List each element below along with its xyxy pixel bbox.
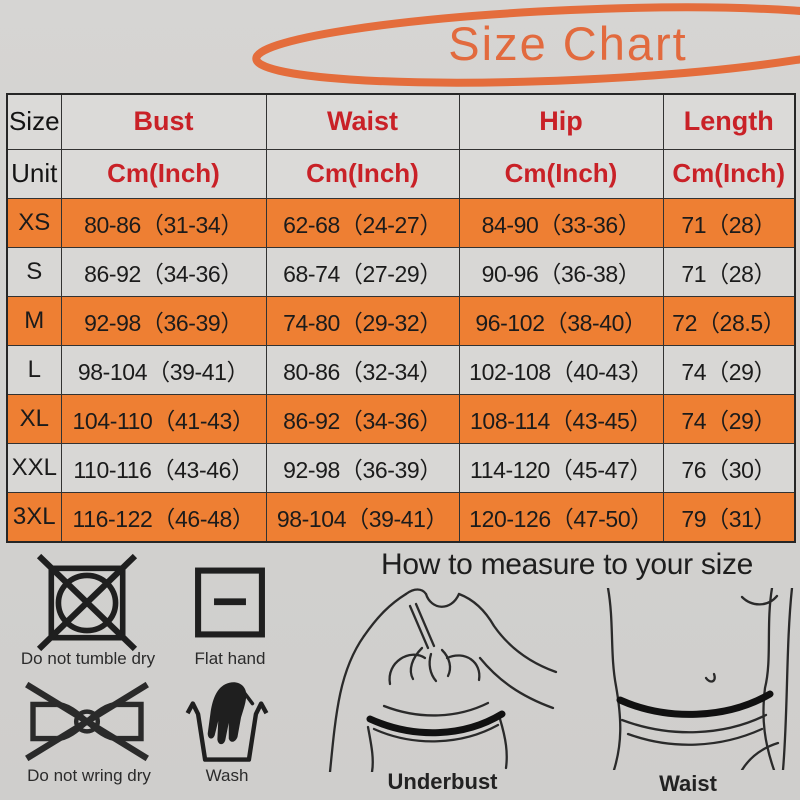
size-cell: 3XL	[6, 492, 62, 543]
waist-cell: 98-104（39-41）	[265, 492, 460, 543]
table-row: M 92-98（36-39） 74-80（29-32） 96-102（38-40…	[6, 295, 796, 347]
table-row: 3XL 116-122（46-48） 98-104（39-41） 120-126…	[6, 492, 796, 543]
length-cell: 72（28.5）	[662, 295, 796, 347]
length-cell: 71（28）	[662, 197, 796, 248]
flat-hand-icon	[195, 567, 265, 638]
unit-value-length: Cm(Inch)	[662, 148, 796, 199]
page-title: Size Chart	[448, 17, 688, 70]
table-header-row: Size Bust Waist Hip Length	[6, 93, 796, 150]
hip-cell: 120-126（47-50）	[458, 492, 664, 543]
table-row: S 86-92（34-36） 68-74（27-29） 90-96（36-38）…	[6, 246, 796, 297]
title-ellipse	[252, 3, 800, 87]
waist-cell: 80-86（32-34）	[265, 345, 460, 396]
unit-value-waist: Cm(Inch)	[265, 148, 460, 199]
size-cell: XXL	[6, 443, 62, 494]
size-cell: S	[6, 246, 62, 297]
bust-cell: 116-122（46-48）	[60, 492, 267, 543]
bust-cell: 104-110（41-43）	[60, 394, 267, 445]
unit-value-bust: Cm(Inch)	[60, 148, 267, 199]
size-cell: M	[6, 295, 62, 347]
hip-cell: 96-102（38-40）	[458, 295, 664, 347]
hip-cell: 84-90（33-36）	[458, 197, 664, 248]
do-not-wring-dry-icon	[25, 681, 149, 762]
length-cell: 76（30）	[662, 443, 796, 494]
underbust-figure	[328, 588, 558, 772]
col-header-size: Size	[6, 93, 62, 150]
hip-cell: 102-108（40-43）	[458, 345, 664, 396]
care-label-flat-hand: Flat hand	[194, 649, 266, 668]
col-header-bust: Bust	[60, 93, 267, 150]
size-cell: XL	[6, 394, 62, 445]
bust-cell: 80-86（31-34）	[60, 197, 267, 248]
care-label-do-not-tumble-dry: Do not tumble dry	[20, 649, 156, 668]
size-table: Size Bust Waist Hip Length Unit Cm(Inch)…	[6, 93, 796, 543]
hip-cell: 90-96（36-38）	[458, 246, 664, 297]
hip-cell: 108-114（43-45）	[458, 394, 664, 445]
length-cell: 74（29）	[662, 345, 796, 396]
waist-label: Waist	[659, 771, 717, 796]
table-unit-row: Unit Cm(Inch) Cm(Inch) Cm(Inch) Cm(Inch)	[6, 148, 796, 199]
bust-cell: 98-104（39-41）	[60, 345, 267, 396]
hip-cell: 114-120（45-47）	[458, 443, 664, 494]
unit-value-hip: Cm(Inch)	[458, 148, 664, 199]
care-label-wash: Wash	[205, 766, 249, 785]
table-row: XXL 110-116（43-46） 92-98（36-39） 114-120（…	[6, 443, 796, 494]
length-cell: 79（31）	[662, 492, 796, 543]
size-cell: XS	[6, 197, 62, 248]
bust-cell: 110-116（43-46）	[60, 443, 267, 494]
length-cell: 74（29）	[662, 394, 796, 445]
waist-cell: 74-80（29-32）	[265, 295, 460, 347]
underbust-label: Underbust	[387, 769, 498, 794]
care-label-do-not-wring-dry: Do not wring dry	[27, 766, 151, 785]
bust-cell: 92-98（36-39）	[60, 295, 267, 347]
table-row: L 98-104（39-41） 80-86（32-34） 102-108（40-…	[6, 345, 796, 396]
waist-figure	[606, 588, 794, 770]
unit-label: Unit	[6, 148, 62, 199]
col-header-hip: Hip	[458, 93, 664, 150]
col-header-length: Length	[662, 93, 796, 150]
waist-cell: 92-98（36-39）	[265, 443, 460, 494]
waist-cell: 68-74（27-29）	[265, 246, 460, 297]
waist-cell: 86-92（34-36）	[265, 394, 460, 445]
wash-icon	[185, 682, 269, 762]
waist-cell: 62-68（24-27）	[265, 197, 460, 248]
table-row: XS 80-86（31-34） 62-68（24-27） 84-90（33-36…	[6, 197, 796, 248]
do-not-tumble-dry-icon	[36, 553, 138, 652]
bust-cell: 86-92（34-36）	[60, 246, 267, 297]
length-cell: 71（28）	[662, 246, 796, 297]
col-header-waist: Waist	[265, 93, 460, 150]
size-cell: L	[6, 345, 62, 396]
measure-heading: How to measure to your size	[380, 548, 754, 581]
table-row: XL 104-110（41-43） 86-92（34-36） 108-114（4…	[6, 394, 796, 445]
